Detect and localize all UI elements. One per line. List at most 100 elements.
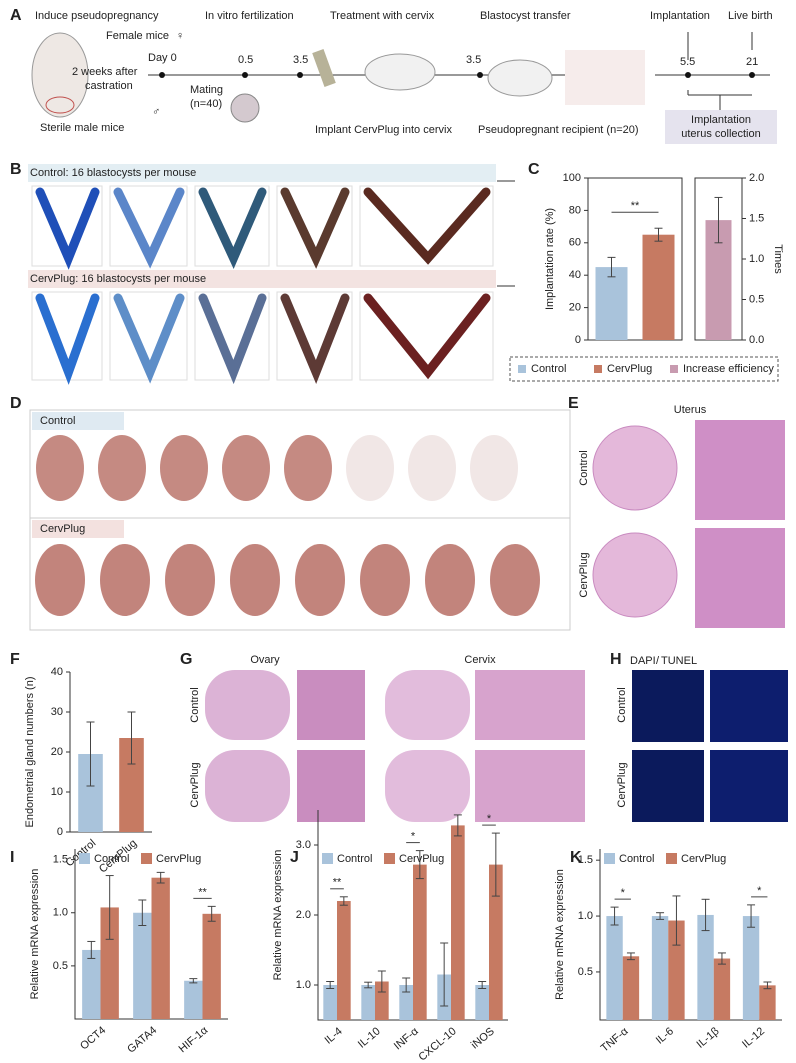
legend-swatch [518,365,526,373]
y-tick-label: 3.0 [296,839,311,851]
bar [668,920,685,1020]
group-header [28,270,496,288]
y-tick-label: 2.0 [296,909,311,921]
y-tick-label: 40 [569,269,581,281]
x-tick-label: IL-10 [356,1025,383,1050]
castration-label: 2 weeks after [72,66,138,78]
histology-image [205,670,290,740]
timeline-dot [297,72,303,78]
y-tick-label: 1.0 [53,907,68,919]
panel-e: Uterus Control CervPlug [578,404,785,628]
uterus-image [198,293,267,385]
timeline-dot [685,72,691,78]
bar [759,985,776,1020]
recipient-label: Pseudopregnant recipient (n=20) [478,124,639,136]
x-tick-label: IL-6 [654,1025,676,1046]
legend-label: CervPlug [607,363,652,375]
y-tick-label: 1.5 [53,854,68,866]
panel-label: G [180,651,192,668]
step: Implantation [650,10,710,22]
step: Induce pseudopregnancy [35,10,159,22]
uterus-image [198,187,267,270]
mouse-illustration [487,59,553,97]
timeline-dot [159,72,165,78]
histology-image [205,750,290,822]
legend-label: Increase efficiency [683,363,774,375]
bar [375,981,389,1020]
panel-g: Ovary Cervix Control CervPlug [189,654,585,822]
y-tick-label: 1.0 [578,910,593,922]
y-axis-label: Times [772,244,784,274]
uterus-image [113,187,185,269]
histology-image [475,670,585,740]
male-label: Sterile male mice [40,122,124,134]
legend-frame [509,356,779,382]
legend-label: Control [337,853,372,865]
column-title: Uterus [674,404,707,416]
pup-photo [165,544,215,616]
significance-label: * [621,887,626,899]
y-tick-label: 0 [57,826,63,838]
legend-swatch [666,853,677,864]
bar [361,985,375,1020]
legend-swatch [594,365,602,373]
panel-label: H [610,651,622,668]
significance-label: ** [631,200,640,212]
y-axis-label: Relative mRNA expression [554,869,566,1000]
day-number: 3.5 [293,54,308,66]
female-symbol: ♀ [176,30,184,42]
histology-image [695,420,785,520]
pup-photo [160,435,208,501]
uterus-image [35,187,100,270]
y-axis-label: Endometrial gland numbers (n) [24,676,36,827]
legend-label: CervPlug [681,853,726,865]
y-tick-label: 2.0 [749,172,764,184]
step: In vitro fertilization [205,10,294,22]
day-number: 5.5 [680,56,695,68]
legend-label: CervPlug [156,853,201,865]
pup-photo [346,435,394,501]
implant-label: Implant CervPlug into cervix [315,124,452,136]
y-tick-label: 0 [575,334,581,346]
row-label: CervPlug [189,762,201,807]
panel-label: E [568,395,579,412]
legend-label: Control [94,853,129,865]
x-tick-label: OCT4 [78,1024,108,1052]
step: Blastocyst transfer [480,10,571,22]
pup-photo [408,435,456,501]
pup-photo [222,435,270,501]
pup-photo [98,435,146,501]
histology-image [385,670,470,740]
cervix-illustration [312,49,336,87]
x-tick-label: GATA4 [125,1024,159,1055]
column-title: Ovary [250,654,280,666]
panel-h: DAPI / TUNEL Control CervPlug [616,655,788,822]
row-label: Control [616,687,628,722]
photo-frame [29,409,571,631]
panel-a: Induce pseudopregnancy In vitro fertiliz… [31,10,777,144]
bar [337,901,351,1020]
bar [489,864,503,1020]
row-label: CervPlug [578,552,590,597]
legend-swatch [384,853,395,864]
bar [133,912,152,1019]
panel-label: J [290,849,299,866]
y-tick-label: 1.5 [578,854,593,866]
histology-image [385,750,470,822]
collection-box [665,110,777,144]
pup-photo [100,544,150,616]
bar [475,985,489,1020]
pup-photo [470,435,518,501]
bar [202,913,221,1019]
bar [713,958,731,1020]
embryo-illustration [230,93,260,123]
y-tick-label: 0.5 [578,966,593,978]
y-tick-label: 0.5 [53,960,68,972]
pup-photo [295,544,345,616]
transfer-illustration [565,50,645,105]
significance-label: * [757,885,762,897]
histology-image [475,750,585,822]
x-tick-label: HIF-1α [177,1024,211,1055]
bar [642,234,675,340]
